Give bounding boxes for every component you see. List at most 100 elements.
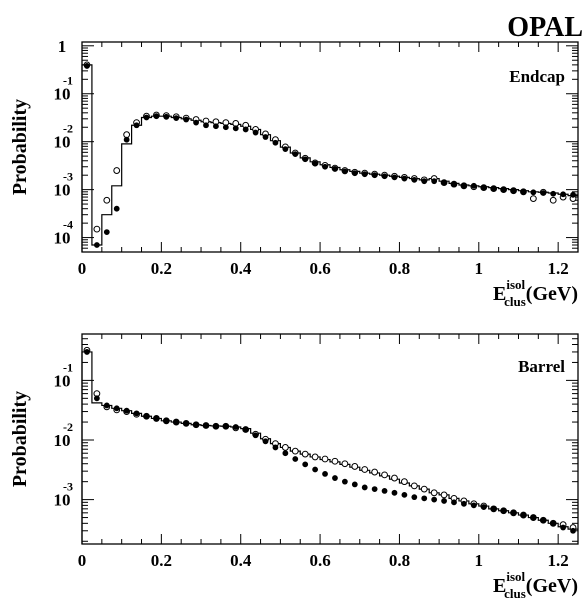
endcap-open-point xyxy=(103,196,111,204)
endcap-filled-point xyxy=(252,129,259,136)
barrel-x-tick-label: 1 xyxy=(475,551,484,570)
barrel-filled-point xyxy=(213,423,219,430)
endcap-x-tick-label: 0.6 xyxy=(309,259,330,278)
barrel-filled-point xyxy=(282,450,289,457)
endcap-x-tick-label: 0 xyxy=(78,259,87,278)
endcap-open-point xyxy=(529,195,537,202)
barrel-filled-point xyxy=(302,461,309,468)
barrel-histogram-line xyxy=(81,351,578,544)
endcap-filled-point xyxy=(302,156,309,163)
barrel-filled-point xyxy=(520,512,527,518)
barrel-y-tick-exponent: -1 xyxy=(63,360,73,374)
endcap-filled-point xyxy=(351,170,358,177)
barrel-filled-point xyxy=(203,422,209,429)
endcap-filled-point xyxy=(560,191,567,198)
endcap-filled-point xyxy=(371,172,378,179)
endcap-filled-point xyxy=(272,139,279,146)
endcap-y-tick-exponent: -3 xyxy=(63,170,73,184)
barrel-filled-point xyxy=(332,475,338,481)
barrel-filled-point xyxy=(431,496,438,503)
barrel-open-point xyxy=(351,463,359,470)
barrel-panel: 0 0.2 0.4 0.6 0.8 1 1.210-110-210-3Probability… xyxy=(9,333,579,600)
endcap-filled-point xyxy=(242,126,249,133)
barrel-filled-point xyxy=(143,413,150,420)
endcap-filled-point xyxy=(470,182,477,189)
endcap-y-tick-label: 10 xyxy=(54,133,71,152)
endcap-filled-point xyxy=(570,191,576,198)
endcap-open-point xyxy=(113,167,121,174)
endcap-filled-point xyxy=(232,125,239,132)
endcap-filled-point xyxy=(163,113,170,120)
endcap-x-tick-label: 0.4 xyxy=(230,259,252,278)
barrel-open-point xyxy=(361,466,369,473)
barrel-x-tick-label: 0.8 xyxy=(389,551,410,570)
barrel-open-point xyxy=(371,468,379,476)
barrel-open-point xyxy=(430,489,438,497)
barrel-filled-point xyxy=(530,514,537,521)
endcap-x-tick-label: 0.2 xyxy=(151,259,172,278)
endcap-filled-point xyxy=(500,186,507,193)
endcap-y-tick-exponent: -4 xyxy=(63,218,73,232)
barrel-filled-point xyxy=(451,499,457,506)
endcap-filled-point xyxy=(441,179,447,186)
barrel-filled-point xyxy=(480,504,487,510)
barrel-filled-point xyxy=(133,410,140,417)
endcap-filled-point xyxy=(93,242,100,248)
endcap-filled-point xyxy=(520,188,527,195)
barrel-x-tick-label: 0 xyxy=(78,551,87,570)
barrel-x-tick-label: 1.2 xyxy=(548,551,569,570)
endcap-filled-point xyxy=(222,124,229,131)
barrel-open-point xyxy=(391,474,398,482)
barrel-y-tick-label: 10 xyxy=(54,431,71,450)
endcap-filled-point xyxy=(322,163,328,170)
barrel-y-tick-exponent: -2 xyxy=(63,420,73,434)
endcap-filled-point xyxy=(213,123,219,130)
barrel-filled-point xyxy=(103,402,110,409)
endcap-filled-point xyxy=(411,176,418,183)
endcap-filled-point xyxy=(103,229,110,236)
barrel-x-tick-label: 0.4 xyxy=(230,551,252,570)
endcap-filled-point xyxy=(292,151,299,158)
barrel-filled-point xyxy=(84,349,90,355)
barrel-open-point xyxy=(440,491,448,499)
barrel-filled-point xyxy=(252,432,259,439)
barrel-filled-point xyxy=(292,456,299,462)
endcap-plot-frame xyxy=(81,41,579,253)
endcap-filled-point xyxy=(341,168,348,175)
barrel-open-point xyxy=(291,447,299,455)
endcap-filled-point xyxy=(381,173,388,180)
endcap-filled-point xyxy=(490,185,497,192)
endcap-x-tick-label: 1 xyxy=(475,259,484,278)
endcap-filled-point xyxy=(401,175,408,182)
barrel-open-point xyxy=(410,482,418,490)
barrel-y-tick-exponent: -3 xyxy=(63,480,73,494)
endcap-x-axis-title: Eisol clus(GeV) xyxy=(493,277,578,309)
barrel-filled-point xyxy=(163,417,170,424)
barrel-filled-point xyxy=(411,494,418,501)
endcap-filled-point xyxy=(183,116,190,123)
endcap-panel-label: Endcap xyxy=(509,67,565,86)
barrel-filled-point xyxy=(183,420,190,427)
endcap-filled-point xyxy=(84,63,90,69)
barrel-filled-point xyxy=(490,505,497,512)
barrel-filled-point xyxy=(441,498,447,504)
experiment-label: OPAL xyxy=(507,12,583,43)
endcap-open-point xyxy=(549,196,557,204)
endcap-filled-point xyxy=(510,187,517,194)
barrel-filled-point xyxy=(500,507,507,514)
barrel-filled-point xyxy=(341,478,348,485)
barrel-x-tick-label: 0.2 xyxy=(151,551,172,570)
barrel-filled-point xyxy=(391,489,398,496)
endcap-filled-point xyxy=(312,160,319,167)
barrel-filled-point xyxy=(113,405,120,412)
barrel-filled-point xyxy=(401,491,408,498)
barrel-open-point xyxy=(420,485,428,493)
endcap-filled-point xyxy=(332,166,338,172)
endcap-filled-point xyxy=(550,190,557,197)
endcap-y-tick-exponent: -2 xyxy=(63,122,73,136)
barrel-filled-point xyxy=(93,395,100,402)
barrel-open-point xyxy=(331,457,339,465)
barrel-filled-point xyxy=(312,466,319,473)
barrel-x-tick-label: 0.6 xyxy=(309,551,330,570)
